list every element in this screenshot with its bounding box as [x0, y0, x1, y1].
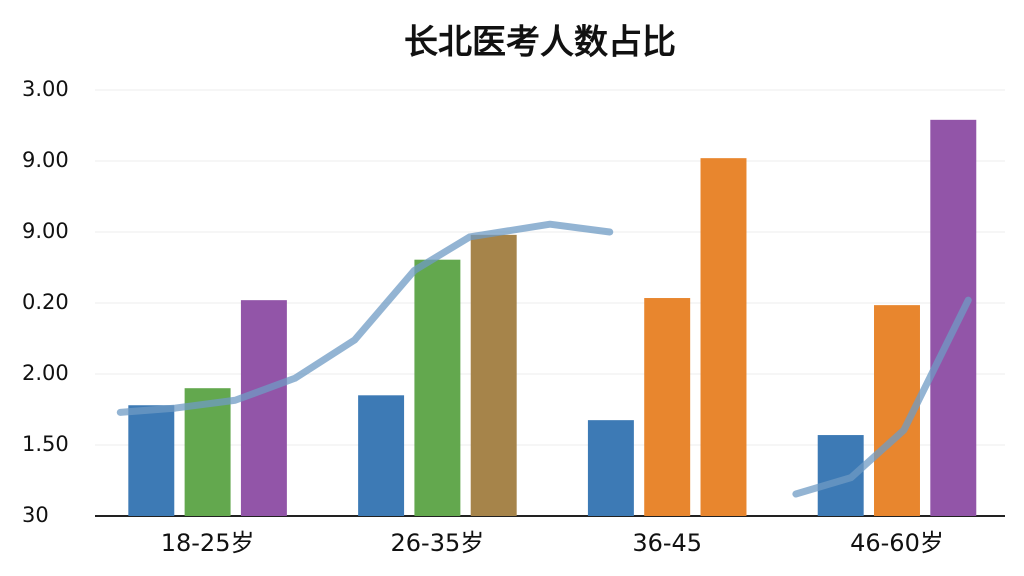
x-tick-label: 18-25岁 [161, 529, 255, 557]
bar [930, 119, 977, 516]
y-tick-label: 9.00 [22, 219, 69, 243]
trend-line [116, 220, 614, 416]
y-tick-label: 2.00 [22, 361, 69, 385]
bar [358, 395, 405, 516]
x-tick-label: 46-60岁 [850, 529, 944, 557]
y-tick-label: 1.50 [22, 432, 69, 456]
y-tick-label: 0.20 [22, 290, 69, 314]
y-tick-label: 9.00 [22, 148, 69, 172]
bar [644, 298, 691, 516]
y-tick-label: 30 [22, 503, 49, 527]
bar [414, 259, 461, 516]
bar [587, 420, 634, 516]
bar [128, 405, 175, 516]
bar [470, 234, 517, 516]
bar [700, 158, 747, 516]
chart-title: 长北医考人数占比 [404, 23, 676, 63]
x-tick-label: 36-45 [632, 529, 702, 557]
bar [184, 388, 231, 516]
x-tick-label: 26-35岁 [391, 529, 485, 557]
trend-line [792, 296, 972, 498]
bar [240, 300, 287, 516]
y-tick-label: 3.00 [22, 77, 69, 101]
